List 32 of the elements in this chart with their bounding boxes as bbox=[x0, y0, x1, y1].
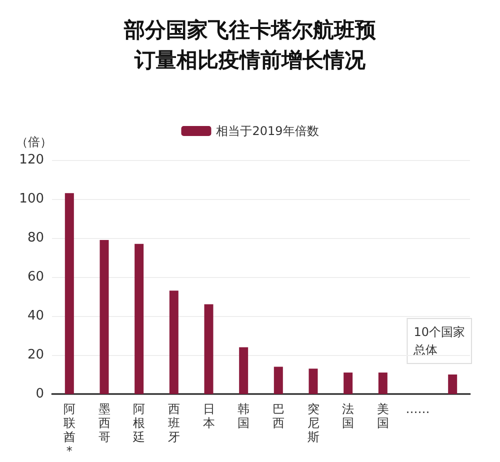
x-tick-label: 韩国 bbox=[238, 402, 250, 430]
x-tick-label: 法国 bbox=[342, 402, 354, 430]
x-tick-label: 墨西哥 bbox=[98, 402, 110, 444]
bar bbox=[134, 244, 144, 394]
x-tick-label: 日本 bbox=[202, 402, 215, 430]
legend-label: 相当于2019年倍数 bbox=[216, 124, 319, 138]
bar bbox=[274, 366, 283, 394]
x-tick-label: 西班牙 bbox=[168, 402, 180, 444]
x-tick-label: 阿联酋* bbox=[63, 402, 76, 458]
bar bbox=[448, 374, 458, 394]
bar bbox=[169, 290, 178, 394]
bar bbox=[204, 304, 214, 394]
bar bbox=[100, 240, 109, 394]
x-tick-label: 突尼斯 bbox=[307, 402, 320, 444]
y-tick-label: 60 bbox=[27, 270, 44, 284]
y-tick-label: 20 bbox=[27, 348, 44, 362]
y-tick-label: 0 bbox=[36, 386, 44, 402]
x-tick-label: …… bbox=[406, 402, 430, 416]
y-tick-label: 40 bbox=[27, 308, 44, 324]
bar bbox=[64, 193, 74, 394]
y-tick-label: 120 bbox=[19, 152, 44, 168]
bar bbox=[239, 347, 248, 394]
x-tick-label: 美国 bbox=[376, 402, 389, 430]
y-tick-label: 80 bbox=[27, 230, 44, 246]
chart-title: 部分国家飞往卡塔尔航班预订量相比疫情前增长情况 bbox=[123, 18, 377, 72]
x-tick-label: 阿根廷 bbox=[132, 402, 146, 444]
y-tick-label: 100 bbox=[19, 192, 44, 206]
bar bbox=[344, 372, 353, 394]
x-tick-label: 巴西 bbox=[272, 402, 284, 430]
bar bbox=[378, 372, 388, 394]
y-axis-title: （倍） bbox=[16, 135, 52, 149]
bar bbox=[308, 368, 318, 394]
